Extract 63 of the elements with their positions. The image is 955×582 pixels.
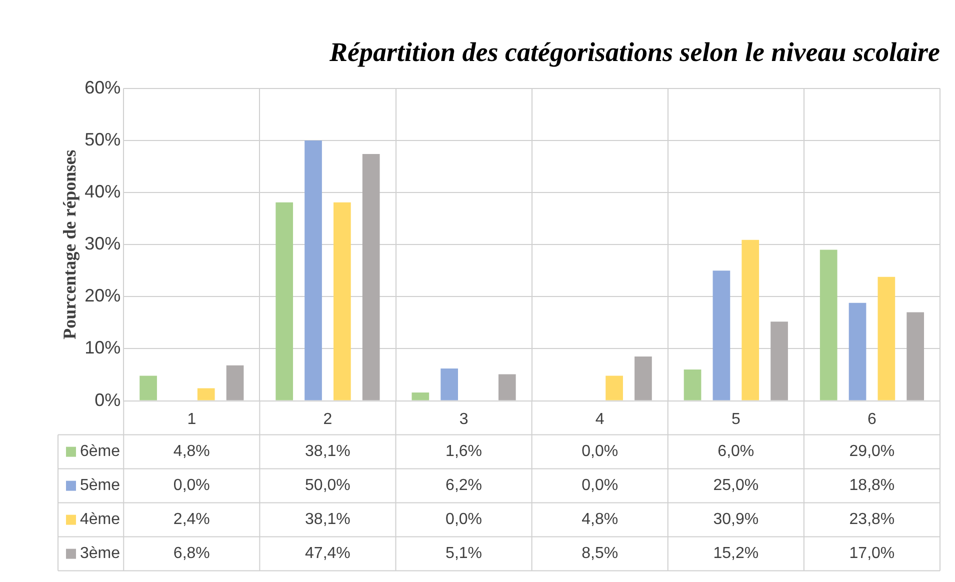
y-tick-label: 20% <box>84 286 121 306</box>
bar <box>606 376 623 400</box>
bar <box>770 322 788 400</box>
bar <box>140 376 157 400</box>
bar <box>276 202 294 400</box>
bar <box>304 140 322 400</box>
bar <box>226 365 244 400</box>
x-tick-label: 6 <box>868 410 877 428</box>
bar <box>906 312 924 400</box>
data-label: 0,0% <box>582 443 618 460</box>
x-tick-label: 5 <box>731 410 740 428</box>
bar <box>848 302 866 400</box>
data-label: 0,0% <box>446 511 482 528</box>
data-label: 6,8% <box>173 545 210 562</box>
data-label: 38,1% <box>305 443 350 460</box>
data-label: 2,4% <box>173 511 210 528</box>
data-label: 4,8% <box>582 511 618 528</box>
x-tick-label: 1 <box>187 410 196 428</box>
data-label: 17,0% <box>849 545 895 562</box>
bar <box>820 250 838 400</box>
legend-label: 6ème <box>80 443 120 460</box>
data-label: 38,1% <box>305 511 350 528</box>
bar <box>878 276 896 400</box>
x-tick-label: 4 <box>595 410 604 428</box>
y-tick-label: 60% <box>84 77 121 98</box>
data-label: 50,0% <box>305 477 350 494</box>
data-label: 6,0% <box>718 443 754 460</box>
data-label: 8,5% <box>582 545 618 562</box>
bar <box>684 370 702 400</box>
legend-label: 4ème <box>80 511 120 528</box>
bar <box>334 202 351 400</box>
y-axis-title: Pourcentage de réponses <box>59 150 80 340</box>
bar <box>362 154 380 400</box>
data-label: 29,0% <box>849 443 895 460</box>
x-tick-label: 3 <box>459 410 468 428</box>
data-label: 15,2% <box>713 545 759 562</box>
chart-title: Répartition des catégorisations selon le niveau scolaire <box>328 37 940 68</box>
bar <box>440 368 458 400</box>
data-label: 5,1% <box>446 545 482 562</box>
legend-label: 3ème <box>80 545 120 562</box>
y-tick-label: 10% <box>84 338 121 358</box>
x-tick-label: 2 <box>323 410 332 428</box>
data-label: 1,6% <box>446 443 482 460</box>
bar <box>412 392 430 400</box>
data-label: 30,9% <box>713 511 759 528</box>
y-tick-label: 0% <box>94 390 121 410</box>
data-label: 18,8% <box>849 477 895 494</box>
data-label: 47,4% <box>305 545 350 562</box>
data-label: 0,0% <box>173 477 210 494</box>
data-label: 0,0% <box>582 477 618 494</box>
y-tick-label: 30% <box>84 234 121 254</box>
data-label: 4,8% <box>173 443 210 460</box>
legend-label: 5ème <box>80 477 120 494</box>
bar <box>197 388 215 400</box>
y-tick-label: 40% <box>84 182 121 202</box>
bar <box>498 374 516 400</box>
y-tick-label: 50% <box>84 129 121 150</box>
bar <box>634 356 652 400</box>
bar <box>742 240 760 400</box>
data-label: 23,8% <box>849 511 895 528</box>
bar <box>712 270 730 400</box>
data-label: 6,2% <box>446 477 482 494</box>
data-label: 25,0% <box>713 477 759 494</box>
